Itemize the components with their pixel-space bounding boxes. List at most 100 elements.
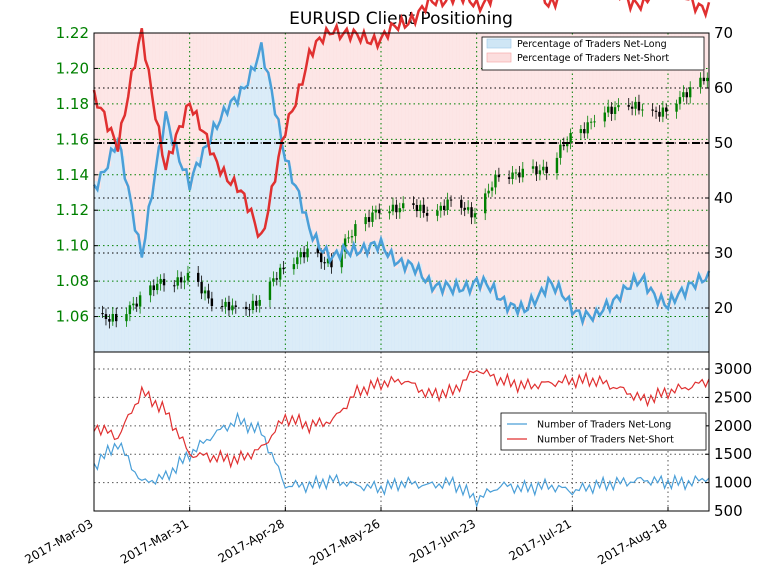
candle-body [463, 207, 466, 210]
net-short-fill-bar [148, 33, 153, 195]
net-long-fill-bar [206, 142, 211, 352]
candle-body [224, 301, 227, 307]
net-long-fill-bar [394, 268, 399, 352]
net-long-fill-bar [514, 305, 518, 352]
net-long-fill-bar [271, 96, 276, 352]
net-long-fill-bar [691, 283, 696, 352]
net-long-fill-bar [128, 193, 132, 352]
candle-body [135, 303, 138, 307]
candle-body [101, 313, 104, 315]
net-short-fill-bar [630, 33, 635, 289]
right-axis-ticks: 20 30 40 50 60 70 [705, 24, 733, 317]
bottom-panel-frame [93, 351, 710, 512]
net-short-fill-bar [640, 33, 645, 280]
net-short-fill-bar [589, 33, 594, 317]
net-short-fill-bar [394, 33, 399, 269]
net-long-fill-bar [422, 278, 426, 352]
net-short-fill-bar [432, 33, 436, 294]
net-short-fill-bar [285, 33, 290, 168]
net-short-fill-bar [158, 33, 163, 136]
candle-body [234, 305, 237, 307]
candle-body [162, 278, 166, 286]
net-short-fill-bar [548, 33, 553, 280]
net-short-fill-bar [206, 33, 211, 143]
net-long-fill-bar [572, 317, 577, 352]
x-tick-label: 2017-Apr-28 [216, 516, 287, 565]
net-short-fill-bar [541, 33, 546, 286]
net-long-fill-bar [97, 188, 102, 352]
candle-body [244, 306, 248, 310]
net-short-fill-bar [322, 33, 327, 256]
candle-body [231, 305, 234, 311]
net-long-fill-bar [333, 254, 337, 352]
candle-body [176, 277, 179, 286]
net-long-fill-bar [398, 264, 402, 352]
net-long-fill-bar [387, 259, 392, 352]
bottom-tick-label: 1000 [714, 474, 752, 492]
net-short-fill-bar [258, 33, 262, 54]
net-short-fill-bar [562, 33, 566, 298]
net-short-fill-bar [398, 33, 402, 265]
net-short-fill-bar [661, 33, 665, 296]
net-long-fill-bar [258, 53, 262, 352]
net-long-fill-bar [483, 276, 488, 352]
net-short-fill-bar [565, 33, 570, 303]
net-short-fill-bar [196, 33, 201, 157]
net-short-fill-bar [268, 33, 272, 79]
net-short-fill-bar [292, 33, 296, 190]
left-tick-label: 1.18 [56, 95, 89, 113]
net-long-fill-bar [237, 102, 242, 353]
net-short-fill-bar [486, 33, 491, 286]
bottom-tick-label: 2500 [714, 388, 752, 406]
net-long-fill-bar [186, 172, 190, 352]
net-long-fill-bar [439, 282, 443, 352]
candle-body [128, 305, 132, 315]
net-short-fill-bar [637, 33, 641, 285]
x-axis-ticks: 2017-Mar-03 2017-Mar-31 2017-Apr-28 2017-Ma… [22, 507, 670, 568]
candle-body [470, 207, 473, 218]
net-long-fill-bar [500, 301, 505, 352]
net-short-fill-bar [551, 33, 556, 286]
net-long-fill-bar [592, 322, 597, 352]
candle-body [419, 204, 422, 212]
net-long-fill-bar [169, 131, 173, 352]
net-long-fill-bar [94, 181, 98, 352]
net-long-fill-bar [661, 295, 665, 352]
candle-body [248, 309, 251, 311]
candle-body [466, 207, 470, 210]
net-long-fill-bar [538, 294, 542, 352]
net-long-fill-bar [261, 48, 266, 352]
net-long-fill-bar [220, 119, 225, 352]
net-long-fill-bar [165, 115, 170, 352]
net-long-fill-bar [309, 229, 313, 352]
candle-body [610, 106, 613, 114]
net-short-fill-bar [336, 33, 341, 249]
net-short-fill-bar [343, 33, 348, 243]
left-tick-label: 1.08 [56, 272, 89, 290]
candle-body [658, 111, 661, 117]
net-long-fill-bar [541, 285, 546, 352]
net-short-fill-bar [408, 33, 413, 261]
price-candles [101, 70, 709, 329]
net-short-fill-bar [114, 33, 119, 150]
left-tick-label: 1.10 [56, 237, 89, 255]
net-short-fill-bar [370, 33, 375, 243]
net-long-fill-bar [418, 263, 423, 352]
candle-body [343, 238, 347, 252]
net-short-fill-bar [353, 33, 358, 243]
net-long-fill-bar [172, 151, 177, 352]
candle-body [412, 203, 415, 206]
net-short-fill-bar [182, 33, 187, 176]
net-short-fill-bar [254, 33, 259, 69]
candle-body [367, 217, 371, 222]
net-short-fill-bar [199, 33, 204, 164]
net-long-fill-bar [589, 316, 594, 352]
net-short-fill-bar [186, 33, 190, 173]
net-short-fill-bar [251, 33, 255, 63]
net-short-fill-bar [445, 33, 450, 281]
candle-body [138, 295, 142, 307]
net-long-count-line [93, 411, 710, 509]
net-short-fill-bar [678, 33, 682, 292]
net-long-fill-bar [473, 281, 477, 352]
